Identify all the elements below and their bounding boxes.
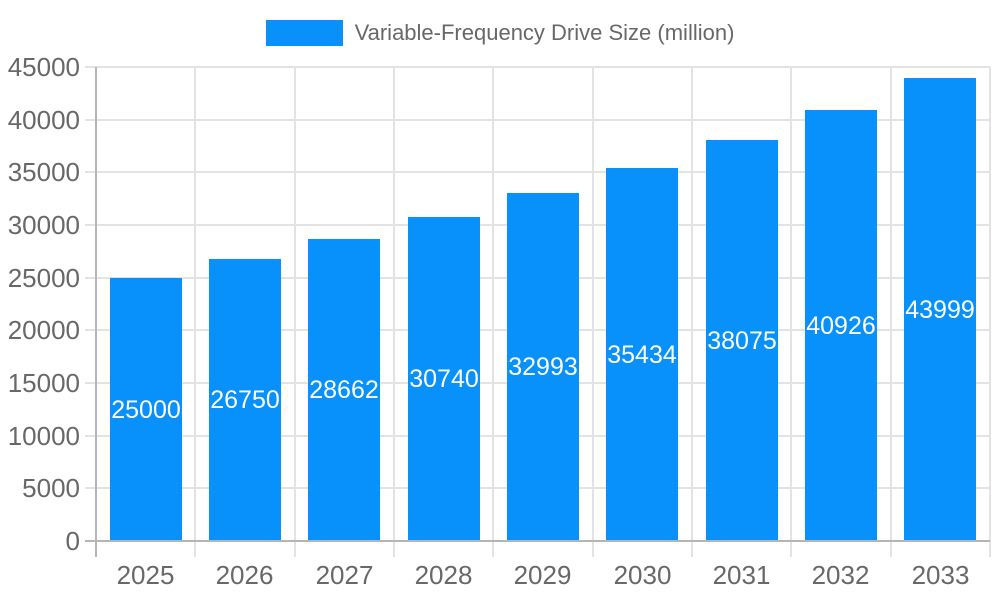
x-tick-label: 2029 xyxy=(513,560,572,590)
x-tick-label: 2032 xyxy=(811,560,870,590)
x-tick-label: 2030 xyxy=(613,560,672,590)
x-axis-tick xyxy=(691,541,693,557)
x-tick-label: 2028 xyxy=(414,560,473,590)
legend-item[interactable]: Variable-Frequency Drive Size (million) xyxy=(0,16,1000,50)
bar[interactable] xyxy=(805,110,877,540)
y-tick-label: 15000 xyxy=(7,368,80,398)
bar[interactable] xyxy=(606,168,678,540)
x-tick-label: 2027 xyxy=(315,560,374,590)
y-tick-label: 30000 xyxy=(7,210,80,240)
x-axis-tick xyxy=(989,541,991,557)
y-axis-tick xyxy=(85,487,96,489)
x-axis-tick xyxy=(393,541,395,557)
x-axis-line xyxy=(96,540,990,542)
x-grid-line xyxy=(790,67,792,541)
bar[interactable] xyxy=(507,193,579,540)
legend-label: Variable-Frequency Drive Size (million) xyxy=(354,20,735,45)
y-tick-label: 25000 xyxy=(7,263,80,293)
x-grid-line xyxy=(194,67,196,541)
y-grid-line xyxy=(96,66,990,68)
y-tick-label: 5000 xyxy=(22,473,80,503)
bar[interactable] xyxy=(904,78,976,540)
y-axis-tick xyxy=(85,119,96,121)
bar[interactable] xyxy=(110,278,182,540)
x-axis-tick xyxy=(790,541,792,557)
y-axis-line xyxy=(95,67,97,557)
x-grid-line xyxy=(691,67,693,541)
y-tick-label: 40000 xyxy=(7,105,80,135)
y-axis-tick xyxy=(85,277,96,279)
y-grid-line xyxy=(96,119,990,121)
y-axis-tick xyxy=(85,382,96,384)
x-grid-line xyxy=(890,67,892,541)
y-tick-label: 35000 xyxy=(7,157,80,187)
y-tick-label: 0 xyxy=(65,526,80,556)
y-grid-line xyxy=(96,171,990,173)
x-tick-label: 2033 xyxy=(911,560,970,590)
y-tick-label: 20000 xyxy=(7,315,80,345)
x-tick-label: 2026 xyxy=(215,560,274,590)
x-grid-line xyxy=(492,67,494,541)
y-tick-label: 45000 xyxy=(7,52,80,82)
x-tick-label: 2031 xyxy=(712,560,771,590)
x-grid-line xyxy=(294,67,296,541)
y-axis-tick xyxy=(85,435,96,437)
x-grid-line xyxy=(393,67,395,541)
x-axis-tick xyxy=(592,541,594,557)
x-grid-line xyxy=(592,67,594,541)
legend-marker xyxy=(265,20,343,46)
bar[interactable] xyxy=(408,217,480,540)
bar[interactable] xyxy=(706,140,778,540)
y-axis-tick xyxy=(85,540,96,542)
x-grid-line xyxy=(989,67,991,541)
y-axis-tick xyxy=(85,224,96,226)
y-tick-label: 10000 xyxy=(7,421,80,451)
bar[interactable] xyxy=(308,239,380,540)
x-axis-tick xyxy=(194,541,196,557)
y-axis-tick xyxy=(85,66,96,68)
x-axis-tick xyxy=(890,541,892,557)
x-axis-tick xyxy=(294,541,296,557)
y-axis-tick xyxy=(85,329,96,331)
bar[interactable] xyxy=(209,259,281,540)
x-axis-tick xyxy=(492,541,494,557)
x-tick-label: 2025 xyxy=(116,560,175,590)
y-axis-tick xyxy=(85,171,96,173)
